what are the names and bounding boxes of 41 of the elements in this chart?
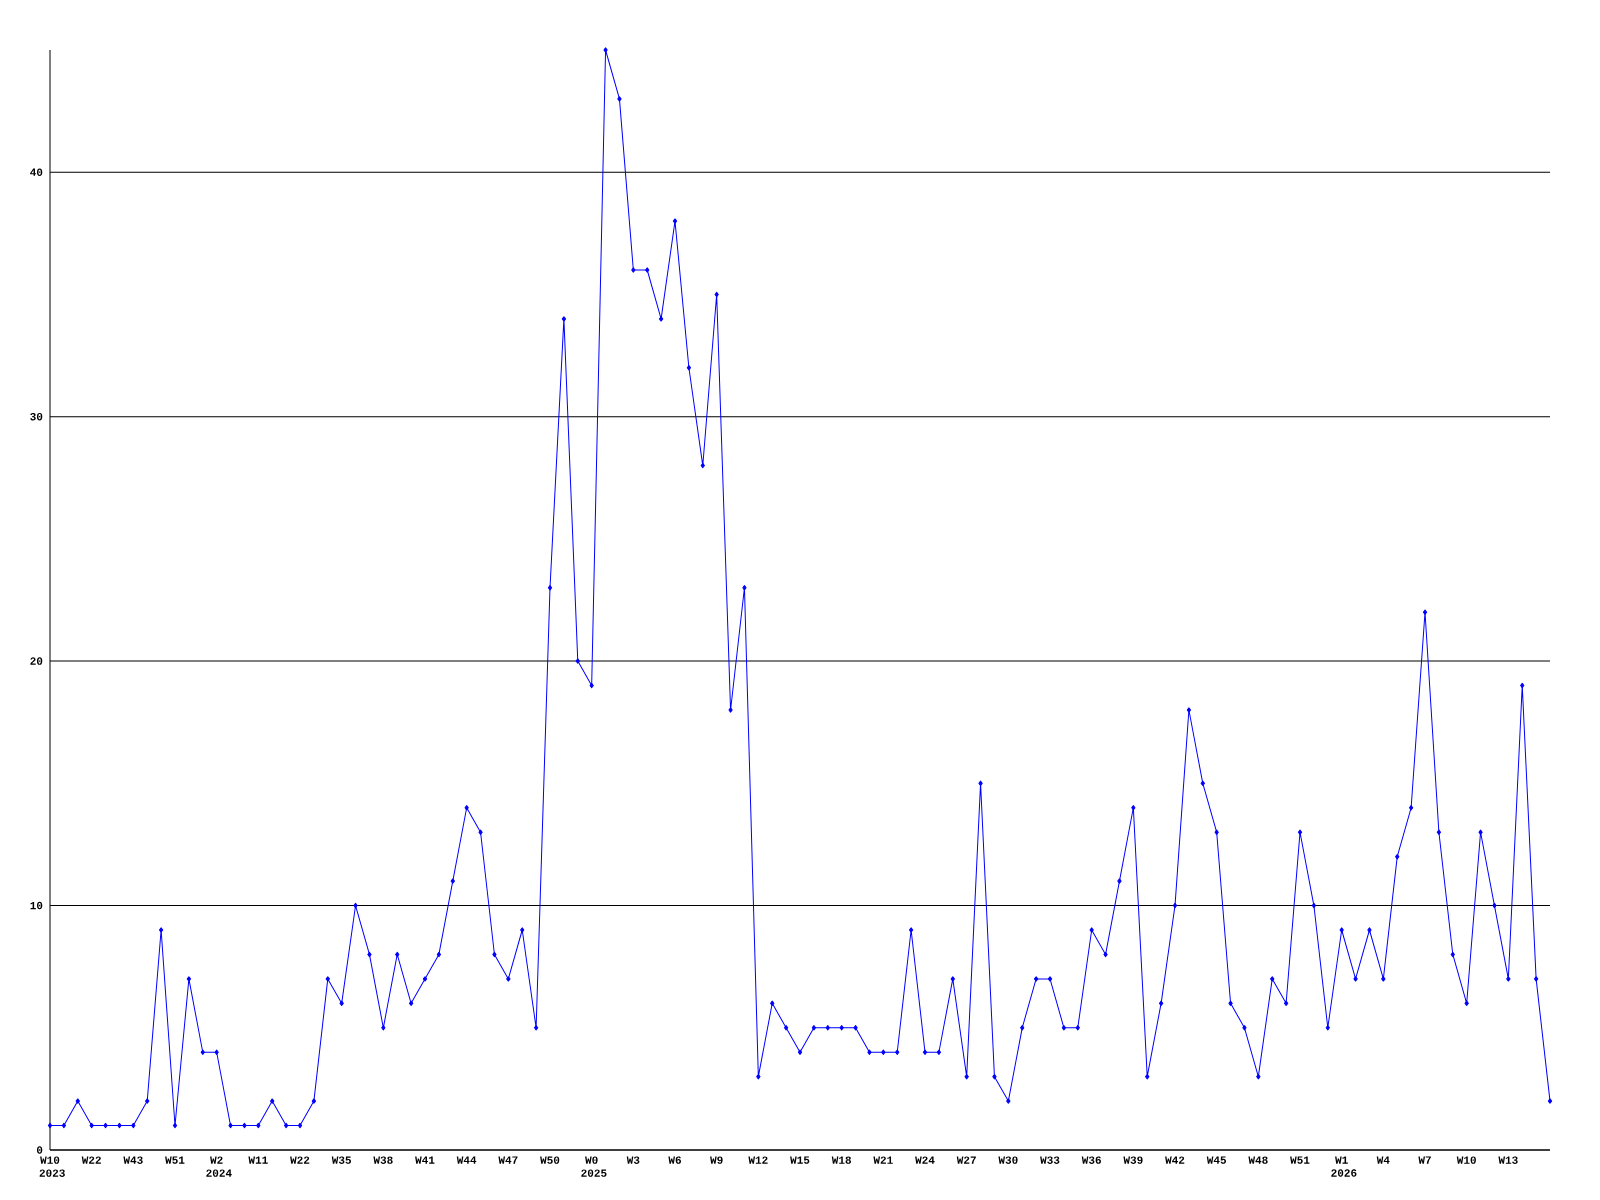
x-tick-label: W44 (456, 1156, 477, 1164)
x-tick-label: W10 2023 (39, 1156, 65, 1177)
x-tick-label: W43 (123, 1156, 143, 1164)
x-tick-label: W12 (748, 1156, 768, 1164)
x-tick-label: W51 (1290, 1156, 1310, 1164)
x-tick-label: W0 2025 (581, 1156, 607, 1177)
x-tick-label: W9 (710, 1156, 723, 1164)
x-tick-label: W45 (1206, 1156, 1226, 1164)
x-tick-label: W7 (1418, 1156, 1431, 1164)
x-tick-label: W10 (1456, 1156, 1476, 1164)
x-tick-label: W15 (790, 1156, 810, 1164)
x-tick-label: W38 (373, 1156, 393, 1164)
x-tick-label: W30 (998, 1156, 1018, 1164)
x-tick-label: W18 (831, 1156, 851, 1164)
x-tick-label: W11 (248, 1156, 268, 1164)
y-tick-label: 30 (30, 412, 43, 421)
x-tick-label: W22 (290, 1156, 310, 1164)
x-tick-label: W13 (1498, 1156, 1518, 1164)
x-tick-label: W47 (498, 1156, 518, 1164)
y-tick-label: 10 (30, 901, 43, 910)
x-tick-label: W2 2024 (206, 1156, 232, 1177)
x-tick-label: W1 2026 (1331, 1156, 1357, 1177)
x-tick-label: W21 (873, 1156, 893, 1164)
x-tick-label: W51 (165, 1156, 185, 1164)
x-tick-label: W36 (1081, 1156, 1101, 1164)
x-tick-label: W50 (540, 1156, 560, 1164)
x-tick-label: W39 (1123, 1156, 1143, 1164)
x-tick-label: W6 (668, 1156, 681, 1164)
y-tick-label: 40 (30, 168, 43, 176)
y-tick-label: 20 (30, 657, 43, 665)
x-tick-label: W4 (1376, 1156, 1390, 1164)
x-tick-label: W33 (1040, 1156, 1060, 1164)
x-tick-label: W3 (626, 1156, 640, 1164)
y-tick-label: 0 (36, 1146, 43, 1154)
x-tick-label: W42 (1165, 1156, 1185, 1164)
x-tick-label: W35 (331, 1156, 351, 1164)
x-tick-label: W24 (915, 1156, 935, 1164)
x-tick-label: W22 (81, 1156, 101, 1164)
x-tick-label: W41 (415, 1156, 435, 1164)
x-tick-label: W27 (956, 1156, 976, 1164)
x-tick-label: W48 (1248, 1156, 1268, 1164)
